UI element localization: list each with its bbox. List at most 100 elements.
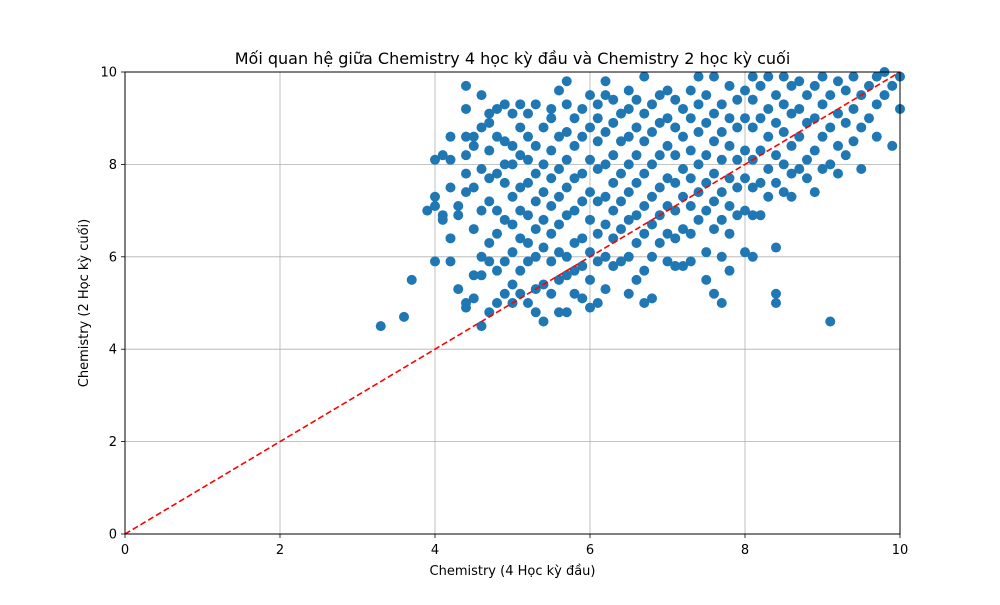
data-point [554, 274, 564, 285]
data-point [585, 122, 595, 133]
data-point [616, 136, 626, 147]
data-point [468, 140, 479, 151]
data-point [879, 90, 890, 101]
data-point [864, 80, 874, 91]
data-point [732, 182, 743, 193]
data-point [833, 76, 843, 87]
data-point [678, 164, 688, 175]
data-point [623, 85, 634, 96]
y-tick-label: 6 [109, 250, 117, 265]
data-point [608, 177, 619, 188]
data-point [755, 145, 766, 156]
data-point [476, 251, 487, 262]
data-point [685, 200, 696, 211]
data-point [461, 131, 471, 142]
data-point [515, 205, 526, 216]
data-point [709, 288, 719, 299]
data-point [569, 205, 580, 216]
data-point [670, 150, 681, 161]
data-point [585, 154, 595, 165]
data-point [430, 256, 440, 267]
data-point [840, 85, 851, 96]
y-tick-label: 8 [109, 158, 117, 173]
data-point [778, 187, 789, 198]
data-point [375, 321, 386, 332]
data-point [685, 256, 696, 267]
data-point [724, 140, 735, 151]
data-point [647, 191, 657, 202]
data-point [515, 99, 526, 110]
data-point [406, 274, 417, 285]
data-point [763, 71, 774, 82]
data-point [631, 122, 642, 133]
data-point [561, 270, 572, 281]
data-point [585, 247, 595, 258]
data-point [577, 168, 588, 179]
data-point [515, 265, 526, 276]
data-point [538, 316, 549, 327]
data-point [771, 298, 781, 308]
data-point [554, 307, 564, 318]
data-point [709, 136, 719, 147]
data-point [507, 140, 518, 151]
data-point [716, 99, 727, 110]
data-point [654, 237, 665, 248]
data-point [616, 168, 626, 179]
data-point [445, 233, 456, 244]
data-point [709, 71, 719, 82]
data-point [778, 159, 789, 170]
data-point [724, 113, 735, 124]
data-point [453, 210, 464, 221]
data-point [647, 99, 657, 110]
data-point [825, 316, 836, 327]
data-point [840, 117, 851, 128]
data-point [716, 251, 727, 262]
data-point [693, 214, 704, 225]
chart-title: Mối quan hệ giữa Chemistry 4 học kỳ đầu … [235, 49, 791, 68]
data-point [647, 219, 657, 230]
data-point [530, 307, 541, 318]
data-point [631, 177, 642, 188]
data-point [492, 131, 502, 142]
data-point [592, 99, 603, 110]
data-point [530, 168, 541, 179]
data-point [600, 127, 611, 138]
data-point [561, 307, 572, 318]
data-point [484, 256, 495, 267]
data-point [809, 187, 820, 198]
data-point [670, 177, 681, 188]
data-point [554, 219, 564, 230]
data-point [856, 164, 867, 175]
data-point [453, 200, 464, 211]
reference-line [124, 71, 901, 535]
data-point [724, 228, 735, 239]
data-point [771, 117, 781, 128]
data-point [786, 140, 797, 151]
data-point [647, 127, 657, 138]
data-point [430, 191, 440, 202]
data-point [740, 113, 750, 124]
data-point [461, 150, 471, 161]
reference-line-group [124, 71, 901, 535]
data-point [871, 71, 882, 82]
data-point [507, 219, 518, 230]
data-point [608, 150, 619, 161]
data-point [786, 168, 797, 179]
data-point [608, 233, 619, 244]
data-point [724, 173, 735, 184]
data-point [709, 168, 719, 179]
data-point [592, 256, 603, 267]
data-point [492, 205, 502, 216]
data-point [763, 103, 774, 114]
data-point [693, 99, 704, 110]
data-point [561, 154, 572, 165]
data-point [685, 113, 696, 124]
data-point [499, 177, 510, 188]
data-point [631, 150, 642, 161]
data-point [523, 256, 533, 267]
data-point [445, 154, 456, 165]
data-point [608, 205, 619, 216]
data-point [561, 76, 572, 87]
data-point [716, 298, 727, 308]
